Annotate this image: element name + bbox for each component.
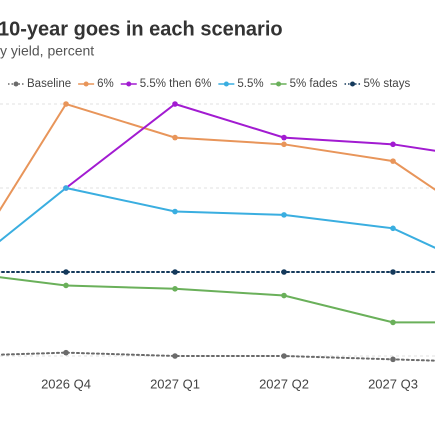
series-line [0,102,435,212]
point [172,286,178,292]
series-line [0,351,435,362]
legend-item: 6% [78,78,114,90]
legend-label: 5.5% [237,78,263,90]
legend-label: Baseline [27,78,71,90]
legend-dot [223,81,229,87]
legend-dot [350,81,356,87]
point [390,158,396,164]
point [281,353,287,359]
x-tick-label: 2027 Q2 [259,376,309,391]
legend-label: 5% stays [364,78,411,90]
plot: 2026 Q4 2027 Q1 2027 Q2 2027 Q3 [0,101,435,391]
point [172,208,178,215]
legend-dot [276,81,282,87]
point [281,292,287,299]
series-line [0,276,435,324]
legend-label: 6% [97,78,114,90]
legend-dot [83,81,89,87]
point [390,356,396,363]
point [63,349,69,356]
legend-item: Baseline [8,78,71,90]
point [281,212,287,218]
chart-subtitle: y yield, percent [0,43,94,59]
point [63,185,69,191]
point [63,101,69,107]
point [63,269,69,275]
point [172,353,178,359]
point [390,225,396,232]
legend-dot [126,81,132,87]
point [172,269,178,275]
series-line [65,102,435,189]
grid [0,103,435,357]
point [281,141,287,148]
point [281,269,287,275]
series-line [0,186,435,249]
point [390,269,396,275]
point [172,134,178,141]
legend-item: 5.5% then 6% [120,78,212,90]
legend-label: 5% fades [290,78,338,90]
point [63,282,69,289]
x-tick-label: 2027 Q1 [150,376,200,391]
legend-item: 5% stays [344,78,411,90]
legend-label: 5.5% then 6% [140,78,212,90]
point [390,141,396,148]
legend-dot [13,81,19,87]
point [172,101,178,107]
x-tick-label: 2027 Q3 [368,376,418,391]
chart-title: 10-year goes in each scenario [0,18,283,40]
point [281,134,287,141]
x-tick-label: 2026 Q4 [41,376,91,391]
legend: Baseline 6% 5.5% then 6% 5.5% 5% fades 5% sta… [8,78,410,90]
point [390,319,396,326]
legend-item: 5% fades [270,78,338,90]
legend-item: 5.5% [218,78,264,90]
